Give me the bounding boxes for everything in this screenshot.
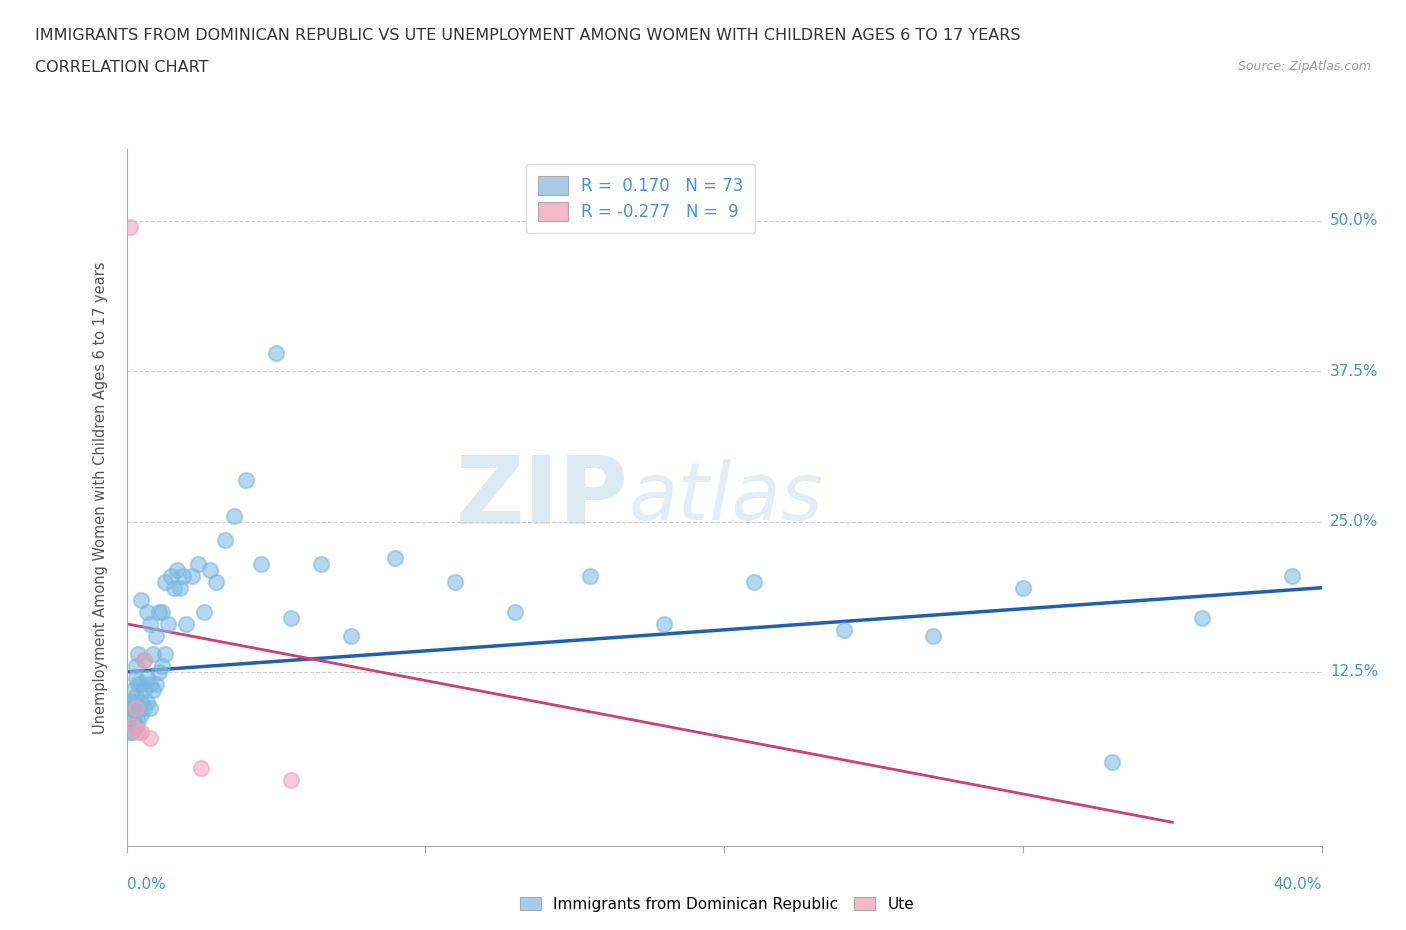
Point xyxy=(652,617,675,631)
Text: 37.5%: 37.5% xyxy=(1330,364,1378,379)
Point xyxy=(134,683,156,698)
Point xyxy=(127,646,149,661)
Point xyxy=(157,617,180,631)
Point xyxy=(127,712,149,727)
Point xyxy=(131,676,153,691)
Point xyxy=(134,700,156,715)
Point xyxy=(166,563,188,578)
Text: CORRELATION CHART: CORRELATION CHART xyxy=(35,60,208,75)
Point xyxy=(145,676,167,691)
Point xyxy=(152,658,174,673)
Point xyxy=(118,219,141,234)
Point xyxy=(1281,568,1303,583)
Point xyxy=(124,700,146,715)
Point xyxy=(1191,610,1213,625)
Point xyxy=(134,653,156,668)
Point xyxy=(155,646,177,661)
Point xyxy=(118,724,141,739)
Point xyxy=(142,683,165,698)
Point xyxy=(832,622,855,637)
Point xyxy=(121,724,143,739)
Point xyxy=(1101,754,1123,769)
Point xyxy=(145,629,167,644)
Point xyxy=(127,700,149,715)
Point xyxy=(190,761,212,776)
Point xyxy=(172,568,194,583)
Text: Source: ZipAtlas.com: Source: ZipAtlas.com xyxy=(1237,60,1371,73)
Point xyxy=(280,773,302,788)
Point xyxy=(187,556,209,571)
Point xyxy=(131,592,153,607)
Point xyxy=(124,688,146,703)
Point xyxy=(124,671,146,685)
Point xyxy=(193,604,215,619)
Point xyxy=(127,724,149,739)
Point xyxy=(152,604,174,619)
Point xyxy=(134,653,156,668)
Point xyxy=(139,676,162,691)
Point xyxy=(444,575,467,590)
Point xyxy=(124,658,146,673)
Point xyxy=(118,695,141,710)
Point xyxy=(339,629,361,644)
Point xyxy=(163,580,186,595)
Point xyxy=(142,646,165,661)
Point xyxy=(309,556,332,571)
Point xyxy=(222,508,246,523)
Point xyxy=(136,604,159,619)
Point xyxy=(139,731,162,746)
Point xyxy=(136,695,159,710)
Point xyxy=(214,532,236,547)
Point xyxy=(250,556,273,571)
Point xyxy=(121,700,143,715)
Point xyxy=(742,575,765,590)
Point xyxy=(503,604,526,619)
Text: 50.0%: 50.0% xyxy=(1330,214,1378,229)
Point xyxy=(139,617,162,631)
Point xyxy=(181,568,204,583)
Point xyxy=(384,551,406,565)
Point xyxy=(155,575,177,590)
Point xyxy=(121,683,143,698)
Point xyxy=(136,671,159,685)
Point xyxy=(280,610,302,625)
Text: IMMIGRANTS FROM DOMINICAN REPUBLIC VS UTE UNEMPLOYMENT AMONG WOMEN WITH CHILDREN: IMMIGRANTS FROM DOMINICAN REPUBLIC VS UT… xyxy=(35,28,1021,43)
Text: atlas: atlas xyxy=(628,458,824,537)
Text: 12.5%: 12.5% xyxy=(1330,664,1378,680)
Point xyxy=(1011,580,1033,595)
Point xyxy=(578,568,600,583)
Point xyxy=(160,568,183,583)
Point xyxy=(148,604,170,619)
Point xyxy=(922,629,945,644)
Point xyxy=(169,580,191,595)
Point xyxy=(264,346,287,361)
Point xyxy=(121,719,143,734)
Legend: R =  0.170   N = 73, R = -0.277   N =  9: R = 0.170 N = 73, R = -0.277 N = 9 xyxy=(526,164,755,232)
Point xyxy=(131,695,153,710)
Text: 40.0%: 40.0% xyxy=(1274,877,1322,892)
Legend: Immigrants from Dominican Republic, Ute: Immigrants from Dominican Republic, Ute xyxy=(513,890,921,918)
Point xyxy=(235,472,257,487)
Point xyxy=(131,707,153,722)
Point xyxy=(200,563,222,578)
Y-axis label: Unemployment Among Women with Children Ages 6 to 17 years: Unemployment Among Women with Children A… xyxy=(93,261,108,734)
Point xyxy=(121,695,143,710)
Point xyxy=(148,665,170,680)
Point xyxy=(124,700,146,715)
Text: 0.0%: 0.0% xyxy=(127,877,166,892)
Point xyxy=(174,617,197,631)
Point xyxy=(124,719,146,734)
Point xyxy=(121,712,143,727)
Text: 25.0%: 25.0% xyxy=(1330,514,1378,529)
Point xyxy=(205,575,228,590)
Point xyxy=(118,700,141,715)
Point xyxy=(131,724,153,739)
Text: ZIP: ZIP xyxy=(456,452,628,543)
Point xyxy=(118,707,141,722)
Point xyxy=(127,676,149,691)
Point xyxy=(139,700,162,715)
